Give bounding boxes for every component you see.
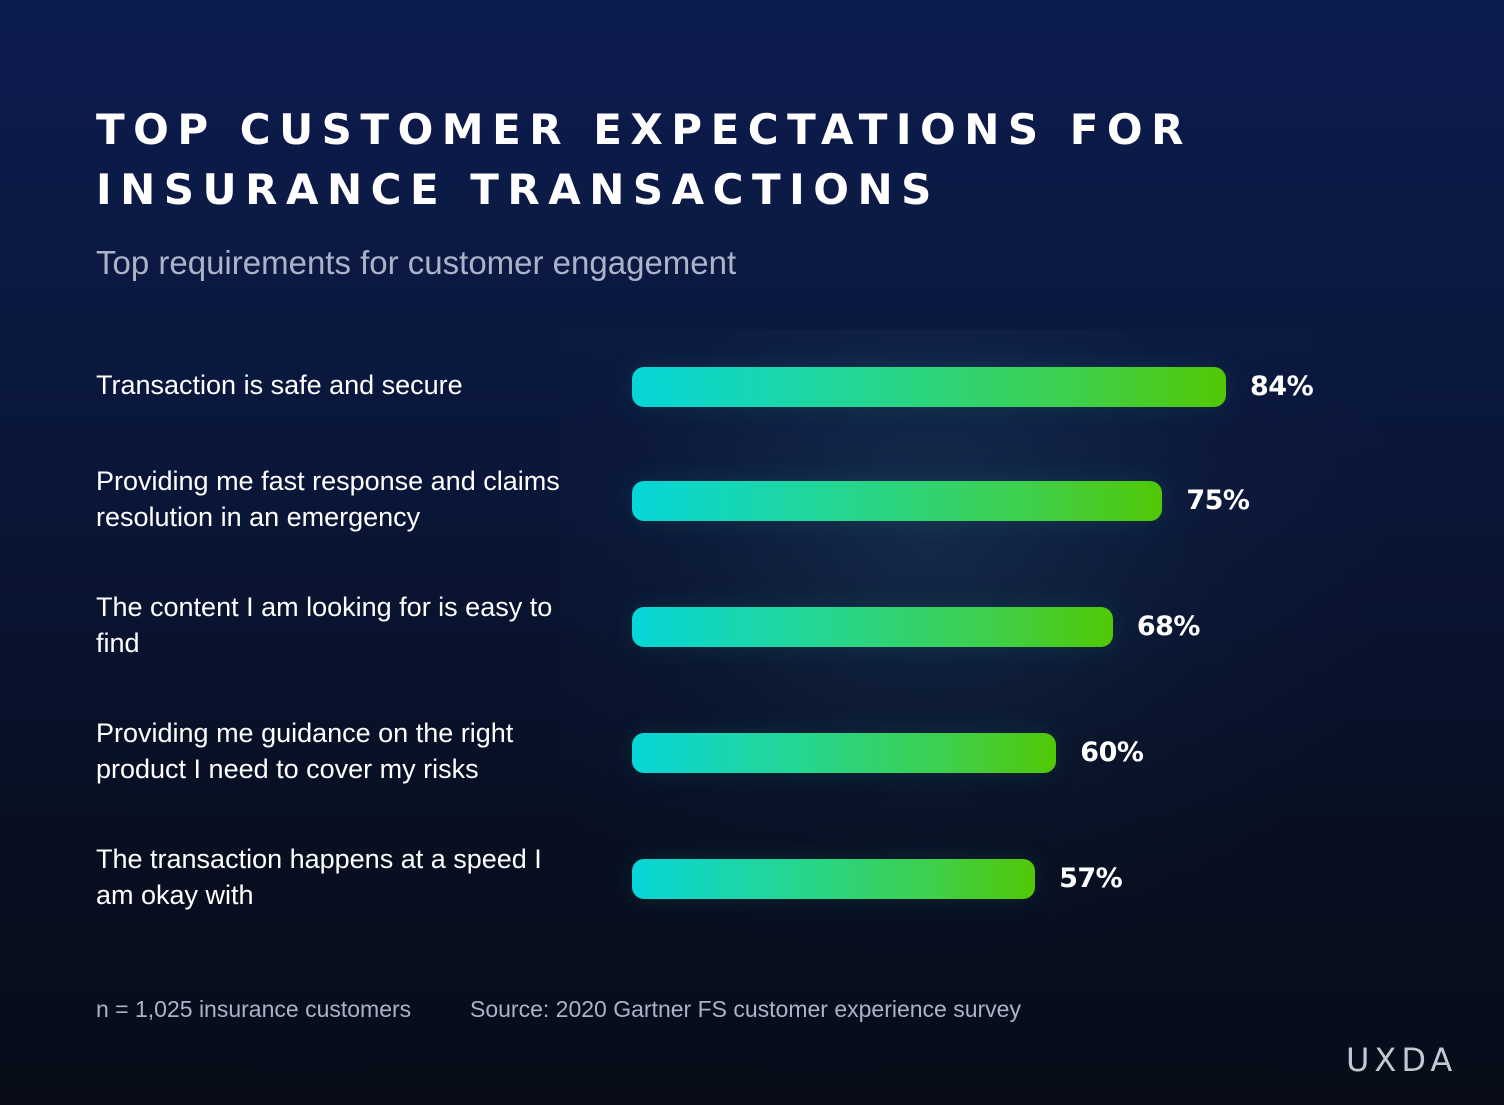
- source-note: Source: 2020 Gartner FS customer experie…: [470, 996, 1021, 1022]
- bar: [632, 367, 1226, 407]
- bar: [632, 733, 1057, 773]
- bar-value-label: 75%: [1186, 485, 1250, 516]
- chart-title: TOP CUSTOMER EXPECTATIONS FOR INSURANCE …: [96, 105, 1192, 214]
- bar-value-label: 60%: [1080, 737, 1144, 768]
- bar: [632, 481, 1163, 521]
- bar-category-label: Providing me guidance on the right produ…: [96, 718, 514, 784]
- bar-value-label: 68%: [1136, 611, 1201, 642]
- bar: [632, 607, 1113, 647]
- bar: [632, 859, 1036, 899]
- bar-value-label: 57%: [1059, 863, 1123, 894]
- uxda-logo: UXDA: [1346, 1041, 1458, 1079]
- sample-size-note: n = 1,025 insurance customers: [96, 996, 412, 1022]
- bar-category-label: Providing me fast response and claims re…: [96, 466, 560, 532]
- bar-category-label: Transaction is safe and secure: [96, 370, 463, 400]
- bar-category-label: The transaction happens at a speed I am …: [96, 844, 542, 910]
- bar-value-label: 84%: [1250, 371, 1314, 402]
- bar-category-label: The content I am looking for is easy to …: [96, 592, 553, 658]
- chart-subtitle: Top requirements for customer engagement: [96, 244, 737, 281]
